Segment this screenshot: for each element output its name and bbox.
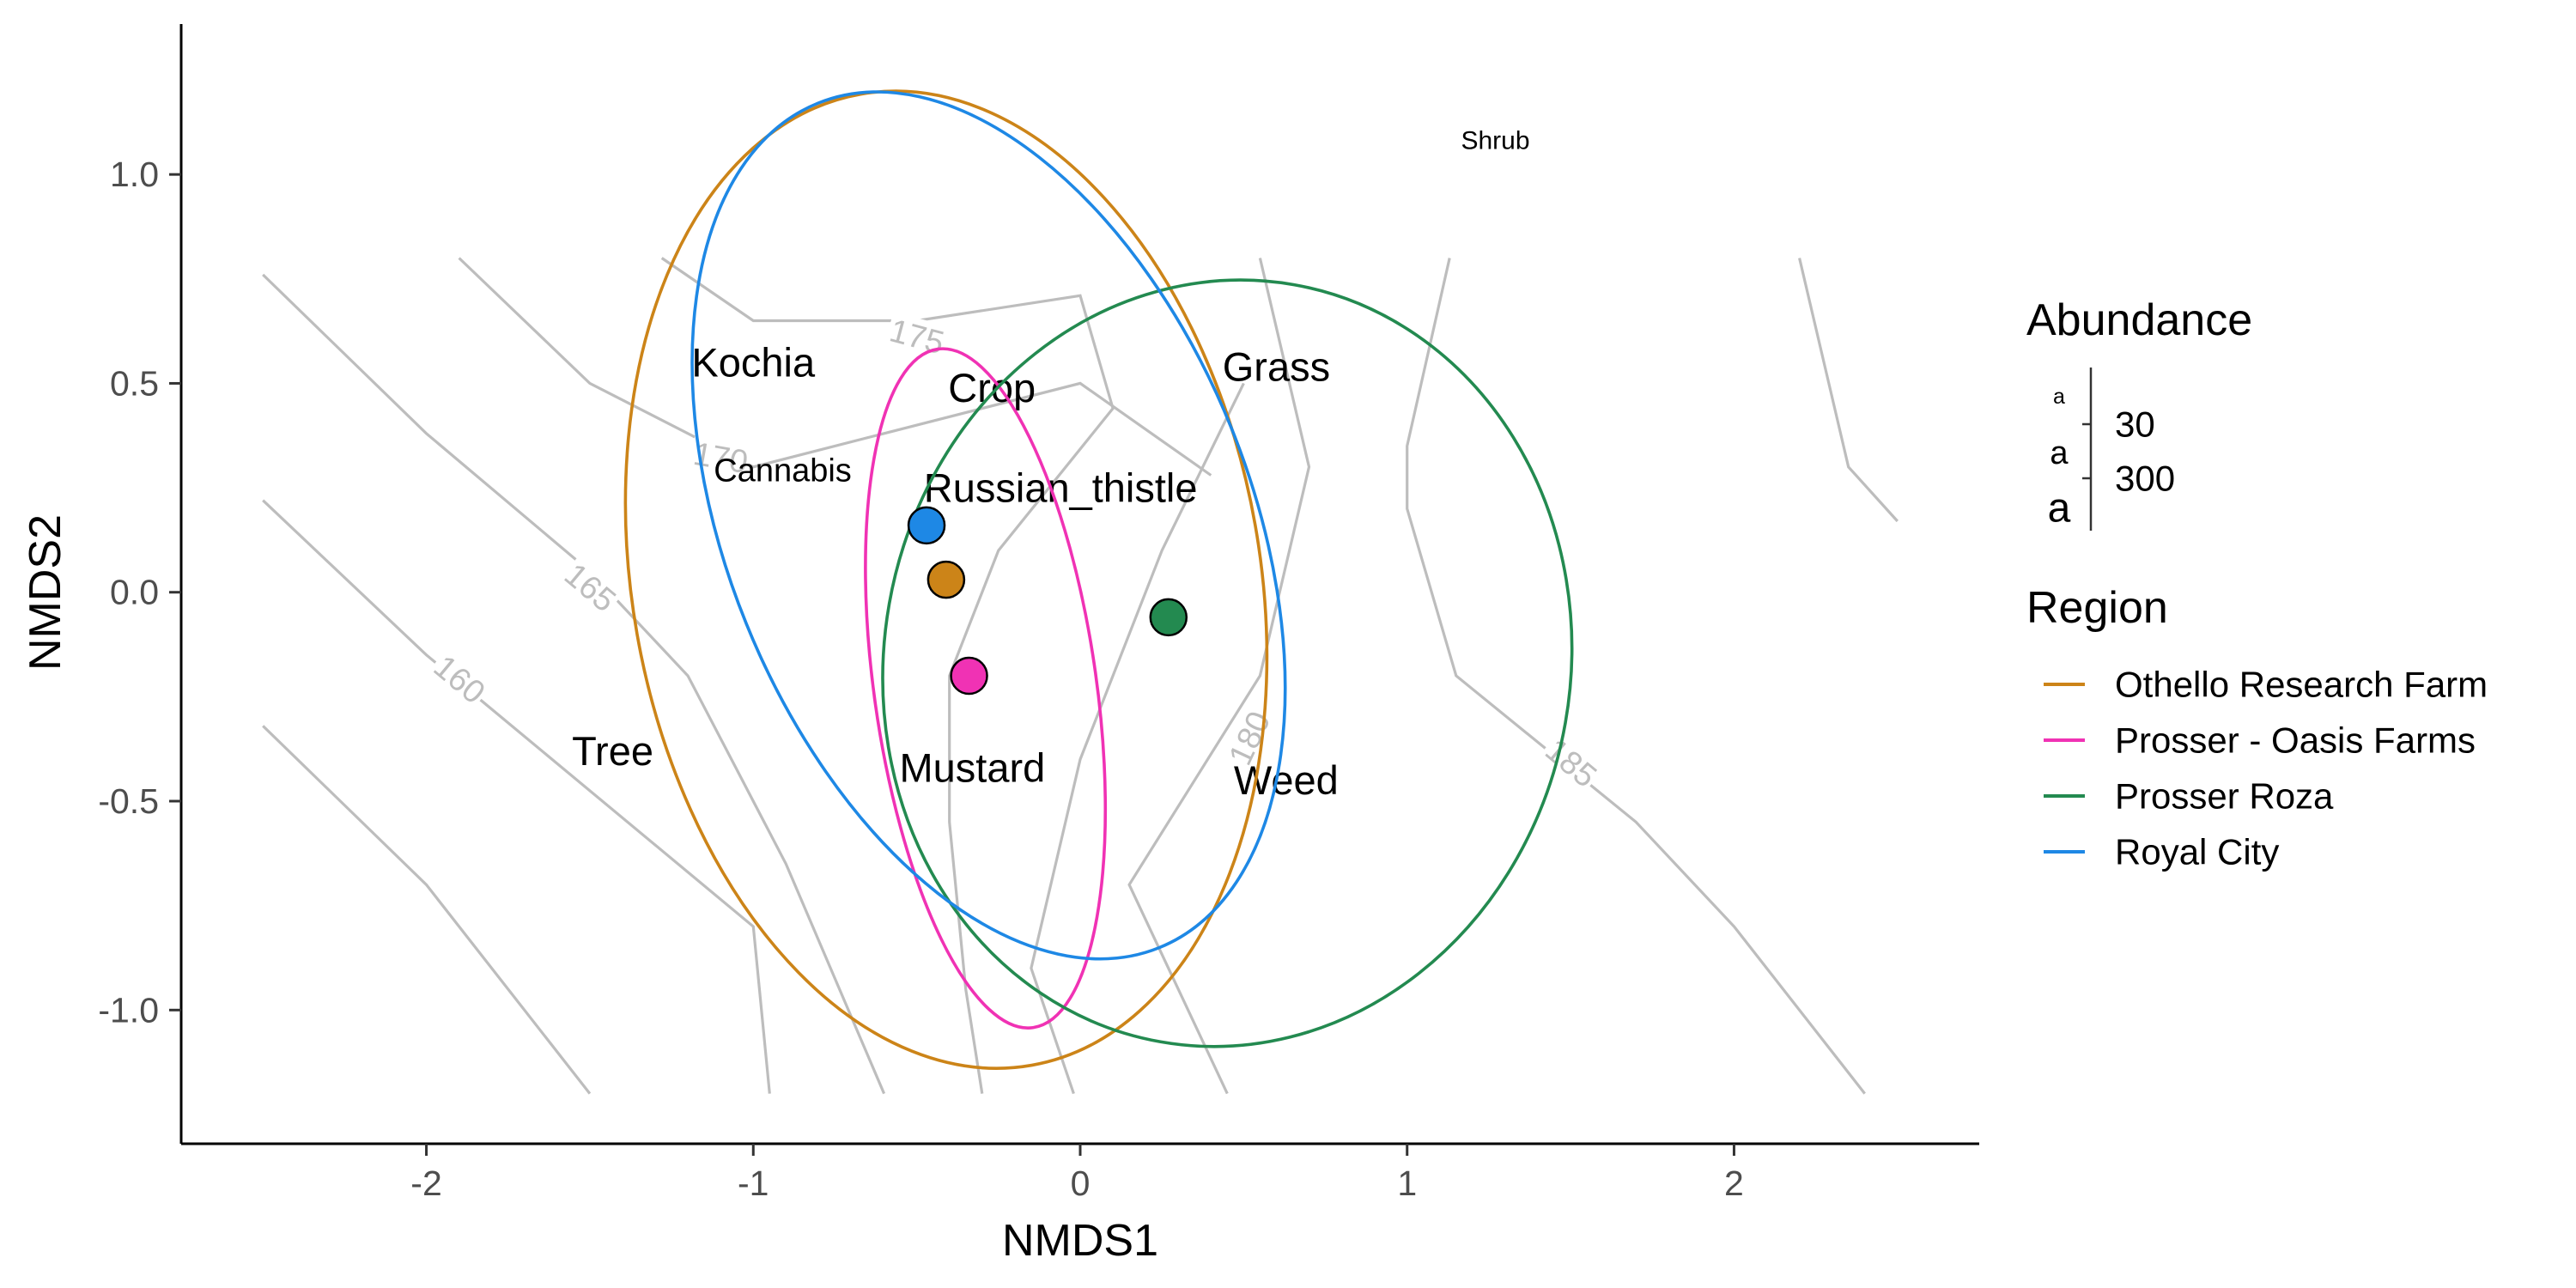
region-legend: Othello Research Farm Prosser - Oasis Far… bbox=[2044, 665, 2488, 872]
abundance-glyph: a bbox=[2050, 435, 2069, 471]
x-tick-label: 0 bbox=[1071, 1163, 1091, 1203]
legend-label-royal-city: Royal City bbox=[2115, 832, 2279, 872]
contour-line-165 bbox=[262, 499, 771, 1094]
species-label-grass: Grass bbox=[1223, 343, 1330, 389]
region-legend-title: Region bbox=[2026, 583, 2168, 633]
x-tick-label: 2 bbox=[1724, 1163, 1744, 1203]
y-tick-label: 1.0 bbox=[110, 155, 159, 194]
x-ticks: -2 -1 0 1 2 bbox=[410, 1144, 1744, 1203]
legend-label-prosser-roza: Prosser Roza bbox=[2115, 776, 2334, 817]
contour-line-185 bbox=[1406, 258, 1866, 1095]
centroid-prosser-roza bbox=[1149, 598, 1188, 637]
x-tick-label: -2 bbox=[410, 1163, 441, 1203]
abundance-legend-title: Abundance bbox=[2026, 295, 2252, 345]
contour-label-backdrop bbox=[555, 555, 625, 622]
y-axis-title: NMDS2 bbox=[21, 514, 70, 671]
axes: -2 -1 0 1 2 -1.0 -0.5 0.0 0.5 1.0 NMDS1 NMDS2 bbox=[21, 24, 1979, 1266]
contour-line-175 bbox=[660, 257, 1115, 1094]
contour-line-170 bbox=[262, 273, 886, 1095]
centroid-othello-research-farm bbox=[927, 560, 966, 599]
y-ticks: -1.0 -0.5 0.0 0.5 1.0 bbox=[98, 155, 181, 1030]
y-tick-label: 0.5 bbox=[110, 363, 159, 403]
y-tick-label: 0.0 bbox=[110, 573, 159, 612]
contour-label-175: 175 bbox=[886, 313, 948, 361]
legend-label-prosser-oasis-farms: Prosser - Oasis Farms bbox=[2115, 720, 2476, 761]
contour-line-190 bbox=[1798, 258, 1899, 523]
species-label-mustard: Mustard bbox=[899, 745, 1045, 791]
ellipse-prosser-oasis-farms bbox=[864, 347, 1108, 1030]
centroid-royal-city bbox=[907, 506, 946, 545]
contour-line-180 bbox=[1127, 258, 1311, 1095]
abundance-glyph: a bbox=[2053, 385, 2065, 409]
species-label-shrub: Shrub bbox=[1461, 127, 1529, 155]
ellipse-prosser-roza bbox=[881, 278, 1574, 1048]
contour-label-165: 165 bbox=[557, 556, 623, 619]
legend-label-othello-research-farm: Othello Research Farm bbox=[2115, 665, 2488, 705]
region-ellipses bbox=[623, 89, 1574, 1070]
x-axis-title: NMDS1 bbox=[1002, 1216, 1158, 1266]
x-tick-label: -1 bbox=[738, 1163, 769, 1203]
x-tick-label: 1 bbox=[1397, 1163, 1417, 1203]
species-label-crop: Crop bbox=[948, 365, 1036, 410]
y-tick-label: -0.5 bbox=[98, 781, 159, 821]
species-label-cannabis: Cannabis bbox=[714, 453, 852, 489]
species-labels: Kochia Crop Grass Cannabis Russian_thistle Sh… bbox=[572, 127, 1529, 803]
contour-line-175 bbox=[458, 257, 1212, 477]
species-label-tree: Tree bbox=[572, 728, 653, 774]
species-label-weed: Weed bbox=[1234, 757, 1339, 803]
species-label-kochia: Kochia bbox=[691, 340, 816, 386]
y-tick-label: -1.0 bbox=[98, 990, 159, 1030]
contour-label-backdrop bbox=[688, 434, 753, 483]
centroid-prosser-oasis-farms bbox=[950, 656, 988, 696]
contour-label-backdrop bbox=[1535, 730, 1606, 797]
species-label-russian-thistle: Russian_thistle bbox=[924, 465, 1198, 511]
contour-label-backdrop bbox=[424, 647, 494, 714]
contour-line-180 bbox=[1030, 382, 1245, 1095]
ellipse-royal-city bbox=[690, 90, 1287, 961]
centroid-points bbox=[907, 506, 1188, 696]
abundance-legend-label: 30 bbox=[2115, 404, 2155, 445]
abundance-legend-label: 300 bbox=[2115, 459, 2175, 499]
contour-line-160 bbox=[262, 725, 592, 1095]
abundance-glyph: a bbox=[2048, 486, 2071, 532]
